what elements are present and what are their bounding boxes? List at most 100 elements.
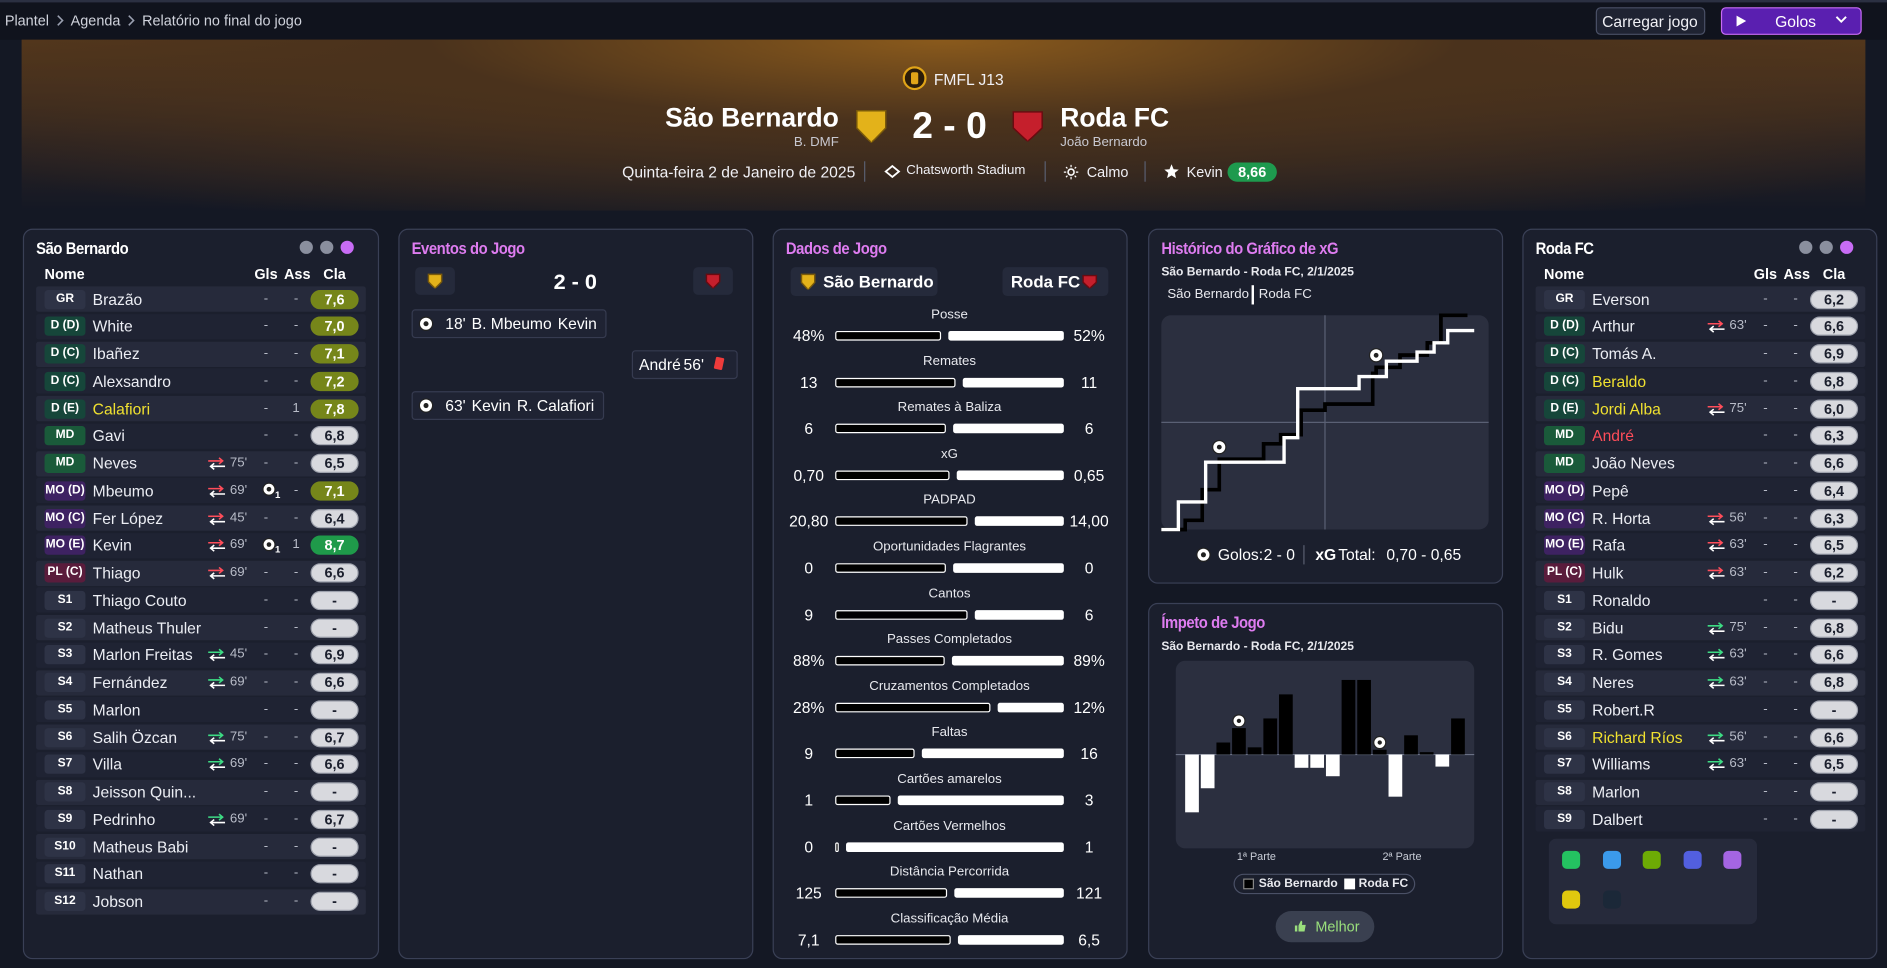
dock-icon[interactable]	[1642, 850, 1661, 869]
player-name[interactable]: André	[1592, 426, 1634, 445]
player-name[interactable]: Richard Ríos	[1592, 728, 1683, 747]
tab-dot[interactable]	[320, 240, 334, 254]
player-name[interactable]: João Neves	[1592, 454, 1675, 473]
tab-dot[interactable]	[1819, 240, 1833, 254]
sub-arrow	[208, 457, 224, 465]
assists: -	[293, 318, 299, 334]
load-button[interactable]	[1595, 7, 1706, 35]
event-player: Kevin	[471, 396, 511, 415]
player-name[interactable]: Thiago	[92, 563, 141, 582]
breadcrumb-item[interactable]: Plantel	[4, 12, 49, 29]
player-name[interactable]: Tomás A.	[1592, 344, 1657, 363]
assists: -	[293, 373, 299, 388]
goals: -	[263, 674, 269, 689]
player-name[interactable]: Williams	[1592, 755, 1651, 774]
position: GR	[1555, 291, 1574, 306]
stat-label: Cruzamentos Completados	[869, 679, 1030, 694]
player-name[interactable]: Fer López	[92, 509, 164, 528]
player-name[interactable]: Matheus Thuler	[92, 618, 202, 637]
breadcrumb-item[interactable]: Relatório no final do jogo	[142, 12, 302, 29]
player-name[interactable]: Neres	[1592, 673, 1634, 692]
sub-arrow	[1707, 758, 1724, 766]
rating-pill	[310, 672, 359, 692]
player-name[interactable]: Jobson	[92, 892, 144, 911]
stat-away: 14,00	[1069, 512, 1109, 531]
sub-icon	[208, 676, 226, 689]
player-name[interactable]: Ibañez	[92, 344, 140, 363]
weather: Calmo	[1086, 163, 1129, 181]
rating: 6,3	[1824, 509, 1845, 527]
dock-icon[interactable]	[1602, 850, 1621, 869]
assists: -	[1793, 701, 1798, 717]
assists: -	[1793, 345, 1798, 361]
player-name[interactable]: Dalbert	[1592, 810, 1643, 829]
rating-pill	[1809, 453, 1859, 473]
position-badge	[1544, 289, 1585, 309]
mode-button[interactable]	[1720, 7, 1862, 35]
momentum-bar	[1419, 752, 1434, 755]
player-name[interactable]: Marlon	[92, 700, 141, 719]
position-badge	[44, 453, 86, 473]
position: MO (E)	[1545, 538, 1584, 552]
player-name[interactable]: Thiago Couto	[92, 591, 187, 610]
sub-icon	[208, 648, 226, 662]
player-name[interactable]: White	[92, 317, 133, 336]
stat-bar-away	[957, 934, 1064, 945]
sub-arrow	[209, 681, 226, 689]
position-badge	[44, 371, 86, 391]
dock-icon[interactable]	[1562, 850, 1581, 869]
player-name[interactable]: Jeisson Quin...	[92, 782, 197, 801]
player-name[interactable]: Kevin	[92, 536, 132, 555]
player-name[interactable]: Marlon Freitas	[92, 645, 193, 664]
sub-arrow	[1708, 681, 1725, 689]
dock-icon[interactable]	[1602, 890, 1621, 909]
stat-home: 125	[795, 884, 822, 903]
goals: -	[263, 647, 269, 662]
player-name[interactable]: Salih Özcan	[92, 728, 178, 747]
rating-pill	[310, 535, 359, 556]
player-name[interactable]: Rafa	[1592, 536, 1626, 555]
player-name[interactable]: Beraldo	[1592, 372, 1647, 391]
player-name[interactable]: Villa	[92, 755, 122, 774]
tab-dot[interactable]	[1799, 240, 1813, 254]
breadcrumb-item[interactable]: Agenda	[70, 12, 121, 29]
player-name[interactable]: Matheus Babi	[92, 837, 189, 856]
stadium	[884, 164, 901, 179]
tab-dot[interactable]	[299, 240, 313, 254]
best-button[interactable]	[1275, 911, 1375, 943]
mode-button-label: Golos	[1775, 12, 1816, 31]
player-name[interactable]: Pepê	[1592, 481, 1629, 500]
ball-patch	[423, 403, 429, 409]
player-name[interactable]: Jordi Alba	[1592, 399, 1661, 418]
player-name[interactable]: Robert.R	[1592, 700, 1655, 719]
player-name[interactable]: Neves	[92, 454, 138, 473]
position-badge	[1544, 535, 1585, 556]
competition-badge	[902, 66, 927, 91]
dock-icon[interactable]	[1723, 850, 1742, 869]
player-name[interactable]: Ronaldo	[1592, 591, 1651, 610]
player-name[interactable]: Fernández	[92, 673, 168, 692]
player-name[interactable]: Mbeumo	[92, 481, 154, 500]
dock-icon[interactable]	[1562, 890, 1581, 909]
player-name[interactable]: Calafiori	[92, 399, 151, 418]
player-name[interactable]: Gavi	[92, 426, 125, 445]
player-name[interactable]: Pedrinho	[92, 810, 156, 829]
position: S11	[54, 866, 76, 881]
player-name[interactable]: Nathan	[92, 864, 144, 884]
tab-dot[interactable]	[340, 240, 354, 254]
player-name[interactable]: Everson	[1592, 290, 1650, 309]
tab-dot[interactable]	[1840, 240, 1854, 254]
goals: -	[263, 373, 269, 388]
player-name[interactable]: Arthur	[1592, 317, 1635, 336]
player-name[interactable]: Hulk	[1592, 563, 1624, 582]
player-name[interactable]: Alexsandro	[92, 372, 171, 391]
player-name[interactable]: Marlon	[1592, 782, 1640, 801]
period-label: 1ª Parte	[1236, 850, 1276, 863]
player-name[interactable]: R. Gomes	[1592, 645, 1663, 664]
player-name[interactable]: Brazão	[92, 290, 143, 309]
position: S5	[1557, 702, 1572, 716]
goals: -	[1763, 482, 1768, 498]
player-name[interactable]: Bidu	[1592, 618, 1624, 637]
player-name[interactable]: R. Horta	[1592, 509, 1651, 528]
dock-icon[interactable]	[1683, 850, 1702, 869]
